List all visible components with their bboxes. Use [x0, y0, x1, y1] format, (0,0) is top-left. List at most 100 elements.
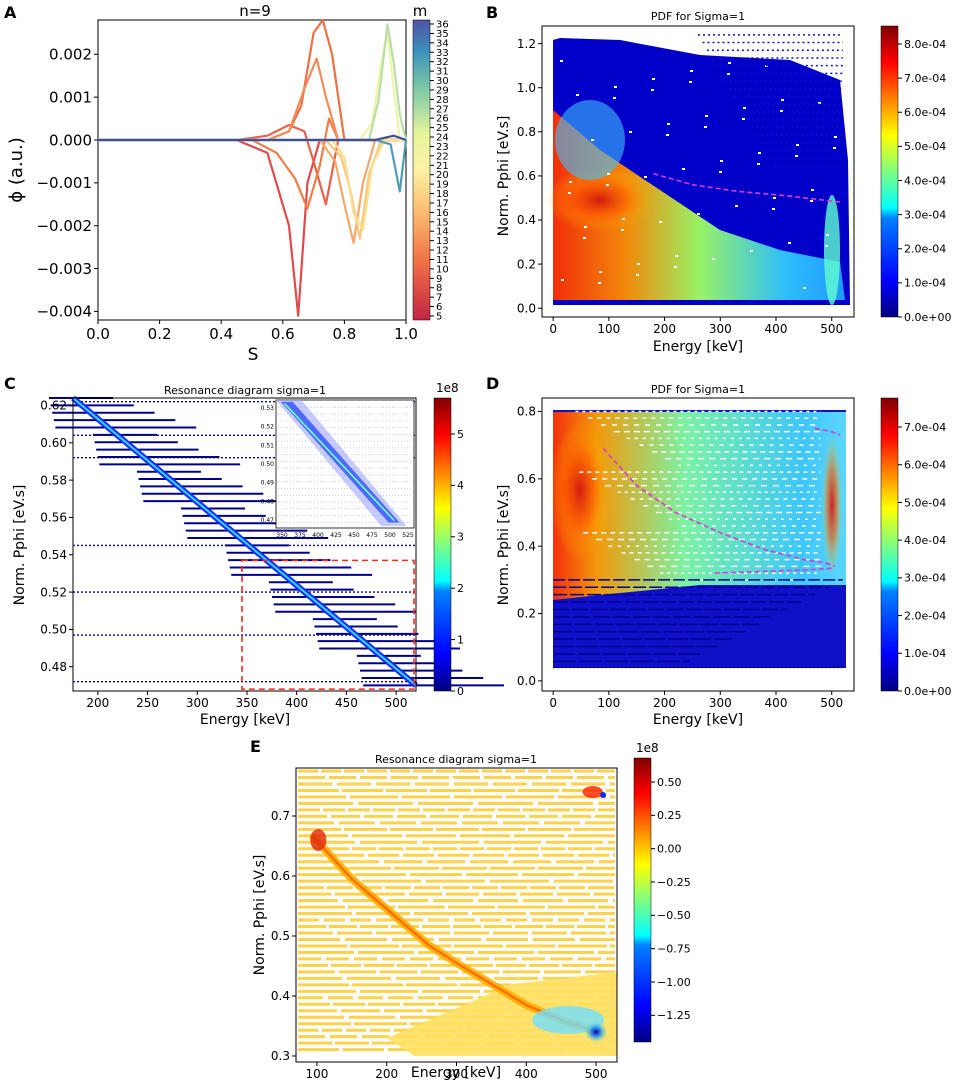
- panel-b-density-main: [553, 110, 845, 300]
- x-tick-label: 500: [820, 696, 843, 710]
- panel-b-colorbar: [880, 25, 899, 318]
- resonance-dashed-line-2: [814, 427, 841, 436]
- y-tick-label: 0.2: [517, 607, 536, 621]
- inset-x-tick-label: 425: [330, 532, 342, 539]
- positive-peak-top: [582, 786, 603, 798]
- y-tick-label: 0.8: [517, 125, 536, 139]
- colorbar-tick-label: 23: [436, 142, 449, 153]
- colorbar-tick-label: 0.00: [657, 843, 682, 856]
- series-line-m=9: [98, 57, 406, 142]
- panel-e-yticks: 0.3 0.4 0.5 0.6 0.7: [271, 809, 296, 1063]
- y-tick-label: 0.56: [40, 511, 67, 525]
- inset-x-tick-label: 400: [312, 532, 324, 539]
- y-tick-label: −0.002: [36, 217, 92, 235]
- x-tick-label: 200: [653, 322, 676, 336]
- colorbar-tick-label: 0.0e+00: [904, 311, 951, 324]
- colorbar-tick-label: 36: [436, 20, 449, 31]
- empty-bin: [629, 131, 632, 133]
- resonance-ridge-inner: [72, 397, 417, 687]
- panel-d-title: PDF for Sigma=1: [651, 383, 745, 396]
- series-line-m=32: [98, 138, 408, 193]
- colorbar-tick-label: 6.0e-04: [904, 459, 946, 472]
- x-tick-label: 200: [86, 696, 109, 710]
- y-tick-label: 0.4: [271, 989, 290, 1003]
- panel-b-colorbar-ticks: 8.0e-04 7.0e-04 6.0e-04 5.0e-04 4.0e-04 3.0e-…: [898, 38, 951, 324]
- colorbar-tick-label: 30: [436, 76, 449, 87]
- panel-d-colorbar-ticks: 7.0e-04 6.0e-04 5.0e-04 4.0e-04 3.0e-04 2.0e-…: [898, 421, 951, 698]
- y-tick-label: 0.7: [271, 809, 290, 823]
- panel-e-colorbar-ticks: 0.50 0.25 0.00 −0.25 −0.50 −0.75 −1.00 −1.25: [651, 776, 691, 1022]
- colorbar-tick-label: 33: [436, 48, 449, 59]
- resonance-fill: [386, 972, 617, 1056]
- y-tick-label: 0.5: [271, 929, 290, 943]
- empty-bin: [720, 160, 723, 162]
- panel-a-xticks: 0.0 0.2 0.4 0.6 0.8 1.0: [86, 320, 418, 343]
- empty-bin: [614, 86, 617, 88]
- empty-bin: [689, 81, 692, 83]
- empty-bin: [622, 218, 625, 220]
- colorbar-tick-label: 0.0e+00: [904, 685, 951, 698]
- empty-bin: [750, 250, 753, 252]
- empty-bin: [810, 200, 813, 202]
- empty-bin: [666, 134, 669, 136]
- series-line-m=20: [98, 31, 406, 142]
- colorbar-tick-label: 1: [457, 633, 464, 646]
- y-tick-label: 0.60: [40, 436, 67, 450]
- panel-b-yticks: 0.0 0.2 0.4 0.6 0.8 1.0 1.2: [517, 37, 542, 315]
- x-tick-label: 100: [597, 322, 620, 336]
- series-line-m=5: [98, 138, 406, 317]
- colorbar-tick-label: 13: [436, 236, 449, 247]
- panel-label-a: A: [4, 3, 17, 22]
- empty-bin: [781, 99, 784, 101]
- empty-bin: [621, 229, 624, 231]
- panel-a-colorbar-title: m: [413, 2, 428, 20]
- panel-c-colorbar-ticks: 5 4 3 2 1 0: [451, 428, 464, 698]
- colorbar-tick-label: 19: [436, 180, 449, 191]
- negative-peak: [584, 1021, 609, 1043]
- panel-e-xlabel: Energy [keV]: [411, 1065, 501, 1081]
- empty-bin: [780, 110, 783, 112]
- x-tick-label: 500: [585, 1067, 608, 1081]
- empty-bin: [773, 197, 776, 199]
- colorbar-tick-label: 5: [436, 312, 442, 323]
- panel-label-c: C: [4, 374, 16, 393]
- panel-b-xticks: 0 100 200 300 400 500: [549, 317, 843, 336]
- colorbar-tick-label: 15: [436, 217, 449, 228]
- x-tick-label: 0: [549, 696, 557, 710]
- y-tick-label: 0.4: [517, 539, 536, 553]
- y-tick-label: 0.000: [49, 131, 92, 149]
- x-tick-label: 1.0: [394, 325, 418, 343]
- colorbar-tick-label: 0: [457, 685, 464, 698]
- colorbar-tick-label: −0.75: [657, 943, 691, 956]
- empty-bin: [637, 263, 640, 265]
- panel-c-frame: [72, 397, 417, 692]
- panel-a-xlabel: S: [248, 345, 259, 365]
- colorbar-tick-label: 6.0e-04: [904, 106, 946, 119]
- panel-c-ylabel: Norm. Pphi [eV.s]: [12, 485, 28, 606]
- inset-y-tick-label: 0.53: [261, 405, 275, 412]
- panel-b: B PDF for Sigma=1 0 100 200 300 400 500 0.00.…: [486, 3, 951, 355]
- panel-d-yticks: 0.0 0.2 0.4 0.6 0.8: [517, 405, 542, 688]
- panel-c: C Resonance diagram sigma=1 350 375 400 425…: [4, 374, 504, 728]
- panel-b-density-peak: [545, 168, 655, 232]
- colorbar-tick-label: 31: [436, 67, 449, 78]
- empty-bin: [704, 126, 707, 128]
- empty-bin: [636, 274, 639, 276]
- inset-x-tick-label: 450: [348, 532, 360, 539]
- inset-ridge: [284, 403, 395, 522]
- y-tick-label: −0.004: [36, 303, 92, 321]
- empty-bin: [728, 62, 731, 64]
- colorbar-tick-label: 5: [457, 428, 464, 441]
- empty-bin: [591, 139, 594, 141]
- panel-d: D PDF for Sigma=1 0 100 200 300 400 500 0.00.…: [486, 374, 951, 728]
- empty-bin: [825, 245, 828, 247]
- colorbar-tick-label: 9: [436, 274, 442, 285]
- x-tick-label: 500: [820, 322, 843, 336]
- colorbar-tick-label: −1.00: [657, 976, 691, 989]
- panel-label-b: B: [486, 3, 498, 22]
- x-tick-label: 400: [515, 1067, 538, 1081]
- y-tick-label: 0.50: [40, 623, 67, 637]
- empty-bin: [795, 155, 798, 157]
- colorbar-tick-label: 14: [436, 227, 449, 238]
- panel-d-colorbar: [880, 397, 899, 692]
